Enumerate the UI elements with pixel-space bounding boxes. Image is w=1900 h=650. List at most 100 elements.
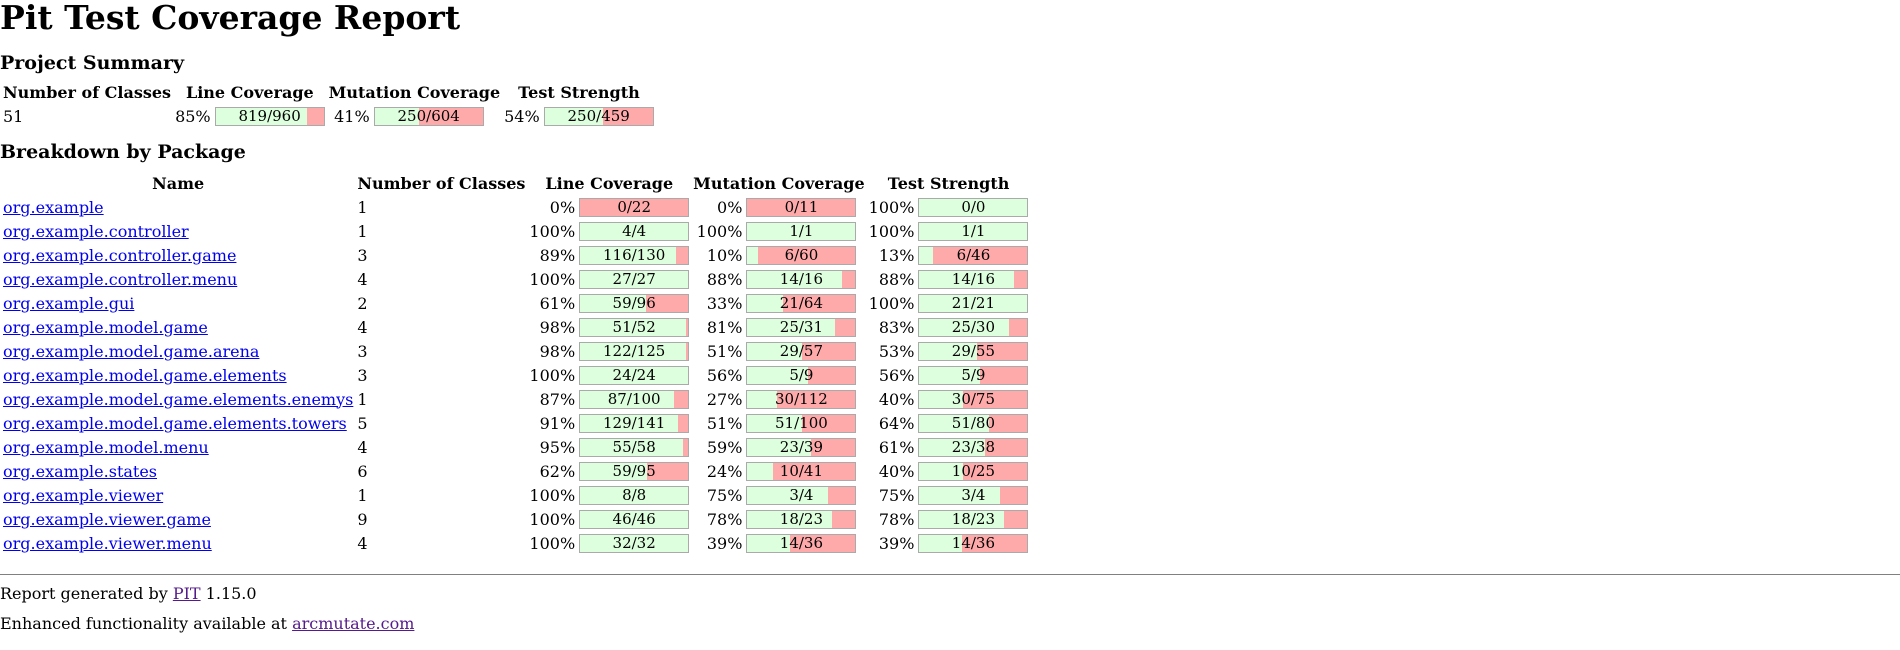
- coverage-bar-fill: [747, 439, 812, 456]
- package-line-pct: 87%: [539, 389, 576, 409]
- package-mutation-pct: 33%: [706, 293, 743, 313]
- coverage-bar-fill: [747, 247, 759, 264]
- coverage-bar-fill: [919, 319, 1010, 336]
- package-classes-count: 3: [357, 341, 368, 361]
- coverage-bar-fill: [580, 439, 683, 456]
- package-link[interactable]: org.example.viewer.game: [3, 509, 211, 529]
- package-mutation-coverage-bar: 25/31: [746, 318, 857, 337]
- coverage-bar-label: 14/36: [779, 534, 824, 552]
- package-link[interactable]: org.example.model.game.elements: [3, 365, 287, 385]
- coverage-bar-label: 29/57: [779, 342, 824, 360]
- package-mutation-cell: 23/39: [745, 436, 865, 458]
- package-link[interactable]: org.example.model.game.elements.towers: [3, 413, 347, 433]
- package-line-pct: 91%: [539, 413, 576, 433]
- summary-row: 51 85% 819/960 41% 250/604 54% 250/459: [2, 105, 655, 127]
- coverage-bar-fill: [919, 199, 1028, 216]
- package-link[interactable]: org.example.controller.game: [3, 245, 237, 265]
- package-strength-pct: 56%: [878, 365, 915, 385]
- coverage-bar-label: 30/75: [951, 390, 996, 408]
- package-mutation-pct: 75%: [706, 485, 743, 505]
- package-strength-coverage-bar: 5/9: [918, 366, 1029, 385]
- package-line-pct: 100%: [529, 533, 576, 553]
- coverage-bar-label: 0/11: [784, 198, 819, 216]
- package-strength-pct: 100%: [868, 221, 915, 241]
- table-row: org.example.model.game.elements.towers 5 9…: [2, 412, 1029, 434]
- package-mutation-cell: 3/4: [745, 484, 865, 506]
- coverage-bar-label: 87/100: [607, 390, 661, 408]
- coverage-bar-fill: [580, 511, 689, 528]
- package-link[interactable]: org.example.controller.menu: [3, 269, 238, 289]
- package-link[interactable]: org.example.model.game.arena: [3, 341, 260, 361]
- package-line-pct: 61%: [539, 293, 576, 313]
- package-header-row: Name Number of Classes Line Coverage Mut…: [2, 173, 1029, 194]
- package-strength-pct: 83%: [878, 317, 915, 337]
- package-mutation-coverage-bar: 14/36: [746, 534, 857, 553]
- package-name-cell: org.example.states: [2, 460, 354, 482]
- package-name-cell: org.example.gui: [2, 292, 354, 314]
- package-link[interactable]: org.example.viewer.menu: [3, 533, 212, 553]
- package-mutation-cell: 14/36: [745, 532, 865, 554]
- package-mutation-coverage-bar: 18/23: [746, 510, 857, 529]
- project-summary-table: Number of Classes Line Coverage Mutation…: [0, 80, 657, 129]
- package-line-pct: 0%: [549, 197, 576, 217]
- package-link[interactable]: org.example.model.menu: [3, 437, 209, 457]
- package-mutation-pct: 56%: [706, 365, 743, 385]
- package-link[interactable]: org.example.controller: [3, 221, 189, 241]
- package-strength-pct: 40%: [878, 389, 915, 409]
- package-mutation-pct: 51%: [706, 413, 743, 433]
- arcmutate-link[interactable]: arcmutate.com: [292, 614, 415, 633]
- coverage-bar-fill: [747, 415, 803, 432]
- coverage-bar-label: 5/9: [961, 366, 986, 384]
- coverage-bar-label: 122/125: [602, 342, 666, 360]
- package-classes-count: 2: [357, 293, 368, 313]
- coverage-bar-fill: [919, 367, 980, 384]
- package-line-coverage-bar: 87/100: [579, 390, 690, 409]
- package-link[interactable]: org.example.gui: [3, 293, 135, 313]
- coverage-bar-fill: [747, 319, 835, 336]
- package-strength-coverage-bar: 30/75: [918, 390, 1029, 409]
- package-mutation-cell: 21/64: [745, 292, 865, 314]
- package-line-cell: 0/22: [578, 196, 690, 218]
- breakdown-heading: Breakdown by Package: [0, 141, 246, 163]
- coverage-bar-label: 21/21: [951, 294, 996, 312]
- summary-header-test-strength: Test Strength: [518, 83, 640, 102]
- package-mutation-cell: 10/41: [745, 460, 865, 482]
- package-mutation-cell: 18/23: [745, 508, 865, 530]
- package-strength-cell: 0/0: [917, 196, 1029, 218]
- package-line-coverage-bar: 32/32: [579, 534, 690, 553]
- package-link[interactable]: org.example: [3, 197, 104, 217]
- package-link[interactable]: org.example.model.game.elements.enemys: [3, 389, 354, 409]
- table-row: org.example 1 0% 0/22 0% 0/11 100% 0/0: [2, 196, 1029, 218]
- coverage-bar-label: 25/30: [951, 318, 996, 336]
- package-mutation-pct: 88%: [706, 269, 743, 289]
- pit-version: 1.15.0: [200, 584, 257, 603]
- package-line-cell: 24/24: [578, 364, 690, 386]
- coverage-bar-label: 32/32: [612, 534, 656, 552]
- package-strength-coverage-bar: 10/25: [918, 462, 1029, 481]
- package-rows: org.example 1 0% 0/22 0% 0/11 100% 0/0 org.examp…: [2, 196, 1029, 554]
- coverage-bar-label: 14/16: [951, 270, 996, 288]
- package-line-pct: 100%: [529, 509, 576, 529]
- footer: Report generated by PIT 1.15.0 Enhanced …: [0, 583, 1900, 635]
- coverage-bar-fill: [580, 535, 689, 552]
- pit-link[interactable]: PIT: [172, 584, 201, 603]
- coverage-bar-label: 0/22: [617, 198, 651, 216]
- package-link[interactable]: org.example.states: [3, 461, 158, 481]
- package-link[interactable]: org.example.model.game: [3, 317, 208, 337]
- package-link[interactable]: org.example.viewer: [3, 485, 164, 505]
- coverage-bar-label: 27/27: [612, 270, 656, 288]
- package-classes-count: 4: [357, 269, 368, 289]
- package-classes-count: 1: [357, 221, 368, 241]
- table-row: org.example.viewer.menu 4 100% 32/32 39% 14/3…: [2, 532, 1029, 554]
- package-mutation-coverage-bar: 30/112: [746, 390, 857, 409]
- package-line-pct: 100%: [529, 485, 576, 505]
- package-strength-cell: 14/36: [917, 532, 1029, 554]
- package-line-cell: 87/100: [578, 388, 690, 410]
- package-mutation-pct: 27%: [706, 389, 743, 409]
- package-mutation-cell: 0/11: [745, 196, 865, 218]
- package-classes-count: 3: [357, 245, 368, 265]
- coverage-bar-label: 14/16: [779, 270, 824, 288]
- package-mutation-coverage-bar: 1/1: [746, 222, 857, 241]
- package-mutation-cell: 30/112: [745, 388, 865, 410]
- package-mutation-cell: 14/16: [745, 268, 865, 290]
